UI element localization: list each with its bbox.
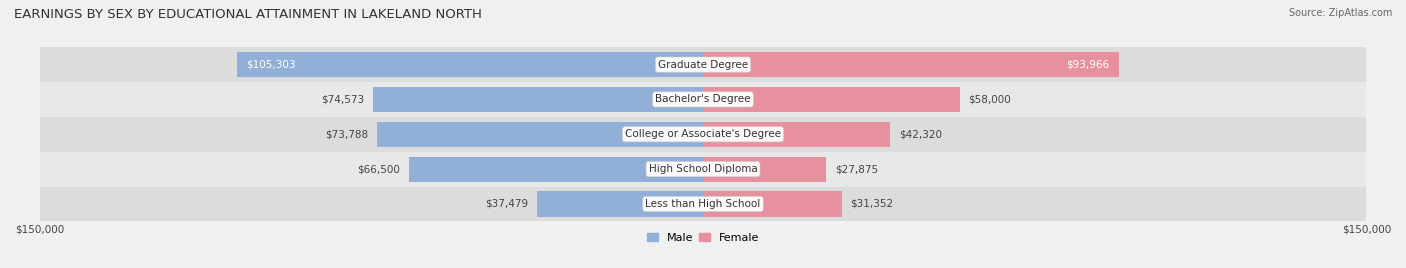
Bar — [703, 191, 842, 217]
Text: High School Diploma: High School Diploma — [648, 164, 758, 174]
Text: $27,875: $27,875 — [835, 164, 879, 174]
Bar — [703, 52, 1119, 77]
Bar — [703, 157, 827, 182]
Bar — [409, 157, 703, 182]
Bar — [39, 82, 1367, 117]
Text: $93,966: $93,966 — [1067, 59, 1109, 70]
Bar — [39, 47, 1367, 82]
Bar — [537, 191, 703, 217]
Text: Less than High School: Less than High School — [645, 199, 761, 209]
Text: $73,788: $73,788 — [325, 129, 368, 139]
Bar — [373, 87, 703, 112]
Text: Bachelor's Degree: Bachelor's Degree — [655, 94, 751, 105]
Text: $37,479: $37,479 — [485, 199, 529, 209]
Text: EARNINGS BY SEX BY EDUCATIONAL ATTAINMENT IN LAKELAND NORTH: EARNINGS BY SEX BY EDUCATIONAL ATTAINMEN… — [14, 8, 482, 21]
Bar — [39, 117, 1367, 152]
Text: Source: ZipAtlas.com: Source: ZipAtlas.com — [1288, 8, 1392, 18]
Text: $42,320: $42,320 — [898, 129, 942, 139]
Text: $58,000: $58,000 — [969, 94, 1011, 105]
Bar — [39, 152, 1367, 187]
Text: $31,352: $31,352 — [851, 199, 894, 209]
Legend: Male, Female: Male, Female — [643, 228, 763, 247]
Text: $66,500: $66,500 — [357, 164, 401, 174]
Bar — [377, 122, 703, 147]
Bar — [39, 187, 1367, 221]
Text: Graduate Degree: Graduate Degree — [658, 59, 748, 70]
Text: $105,303: $105,303 — [246, 59, 295, 70]
Text: College or Associate's Degree: College or Associate's Degree — [626, 129, 780, 139]
Text: $74,573: $74,573 — [321, 94, 364, 105]
Bar — [703, 87, 959, 112]
Bar — [703, 122, 890, 147]
Bar — [238, 52, 703, 77]
